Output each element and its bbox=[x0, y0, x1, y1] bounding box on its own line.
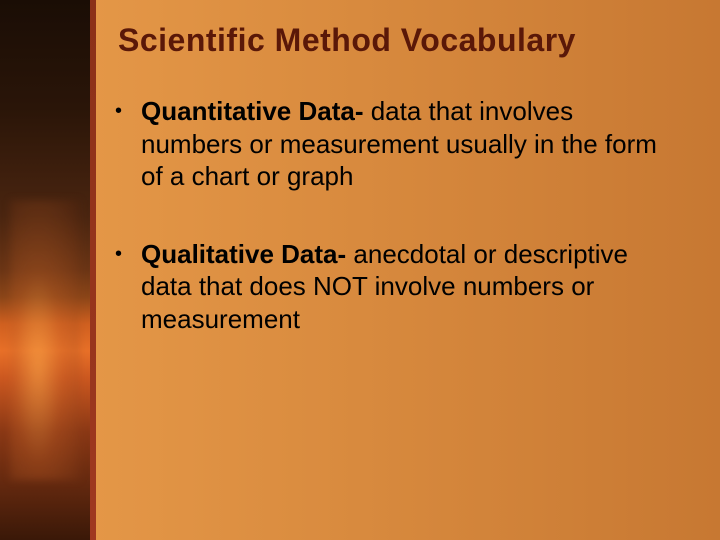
content-area: • Quantitative Data- data that involves … bbox=[115, 95, 675, 380]
bullet-text: Qualitative Data- anecdotal or descripti… bbox=[141, 238, 675, 336]
bullet-item: • Quantitative Data- data that involves … bbox=[115, 95, 675, 193]
flask-graphic bbox=[10, 200, 80, 480]
left-image-strip bbox=[0, 0, 90, 540]
bullet-marker: • bbox=[115, 238, 141, 336]
bullet-text: Quantitative Data- data that involves nu… bbox=[141, 95, 675, 193]
term-bold: Qualitative Data- bbox=[141, 239, 353, 269]
bullet-item: • Qualitative Data- anecdotal or descrip… bbox=[115, 238, 675, 336]
term-bold: Quantitative Data- bbox=[141, 96, 364, 126]
slide-title: Scientific Method Vocabulary bbox=[118, 22, 698, 59]
bullet-marker: • bbox=[115, 95, 141, 193]
accent-bar bbox=[90, 0, 96, 540]
